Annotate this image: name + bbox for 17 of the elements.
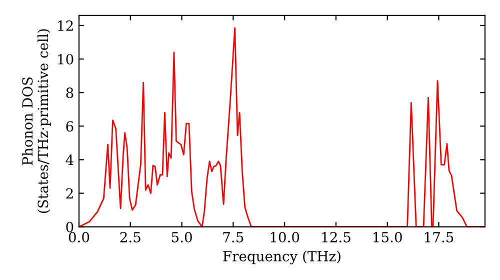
x-tick-label: 15.0 <box>374 232 402 242</box>
x-tick-label: 17.5 <box>424 232 454 242</box>
y-tick-label: 0 <box>66 222 74 232</box>
x-tick-label: 12.5 <box>322 232 350 242</box>
x-tick-label: 7.5 <box>223 232 244 242</box>
y-tick-label: 8 <box>66 88 74 98</box>
x-tick-label: 10.0 <box>270 232 300 242</box>
x-tick-label: 2.5 <box>120 232 140 242</box>
x-tick-label: 5.0 <box>172 232 192 242</box>
y-axis-title: Phonon DOS (States/THz·primitive cell) <box>22 29 51 213</box>
y-tick-label: 4 <box>66 154 74 165</box>
y-tick-label: 2 <box>66 188 73 199</box>
x-axis-title: Frequency (THz) <box>223 250 340 264</box>
x-tick-label: 0.0 <box>68 232 90 242</box>
y-tick-label: 6 <box>66 121 74 132</box>
y-tick-label: 10 <box>58 54 74 64</box>
y-tick-label: 12 <box>58 20 73 31</box>
